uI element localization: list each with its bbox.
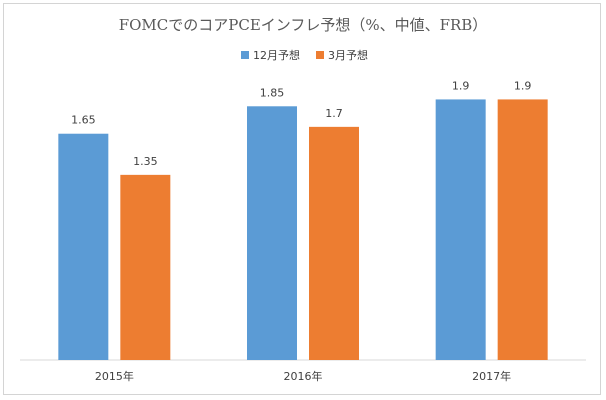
x-tick-labels: 2015年 2016年 2017年 <box>95 369 511 383</box>
bar-dec-3 <box>435 99 486 360</box>
legend-label-dec: 12月予想 <box>253 48 300 62</box>
legend-swatch-dec <box>241 51 249 59</box>
chart-title: FOMCでのコアPCEインフレ予想（%、中値、FRB） <box>119 16 488 34</box>
data-labels-layer: 1.65 1.35 1.85 1.7 1.9 1.9 <box>71 79 531 167</box>
data-label-mar-1: 1.35 <box>133 155 158 168</box>
data-label-dec-1: 1.65 <box>71 114 96 127</box>
x-tick-label-1: 2015年 <box>95 369 134 383</box>
data-label-dec-2: 1.85 <box>260 86 285 99</box>
legend: 12月予想 3月予想 <box>241 48 368 62</box>
bar-mar-1 <box>120 174 171 360</box>
x-tick-label-3: 2017年 <box>472 369 511 383</box>
data-label-mar-2: 1.7 <box>325 107 343 120</box>
data-label-dec-3: 1.9 <box>452 79 470 92</box>
bar-mar-2 <box>309 126 359 360</box>
bar-mar-3 <box>497 99 548 360</box>
legend-swatch-mar <box>316 51 324 59</box>
x-tick-label-2: 2016年 <box>284 369 323 383</box>
data-label-mar-3: 1.9 <box>514 79 532 92</box>
legend-label-mar: 3月予想 <box>328 48 368 62</box>
bar-dec-1 <box>58 133 109 360</box>
bars-layer <box>58 99 548 361</box>
bar-dec-2 <box>247 106 297 361</box>
